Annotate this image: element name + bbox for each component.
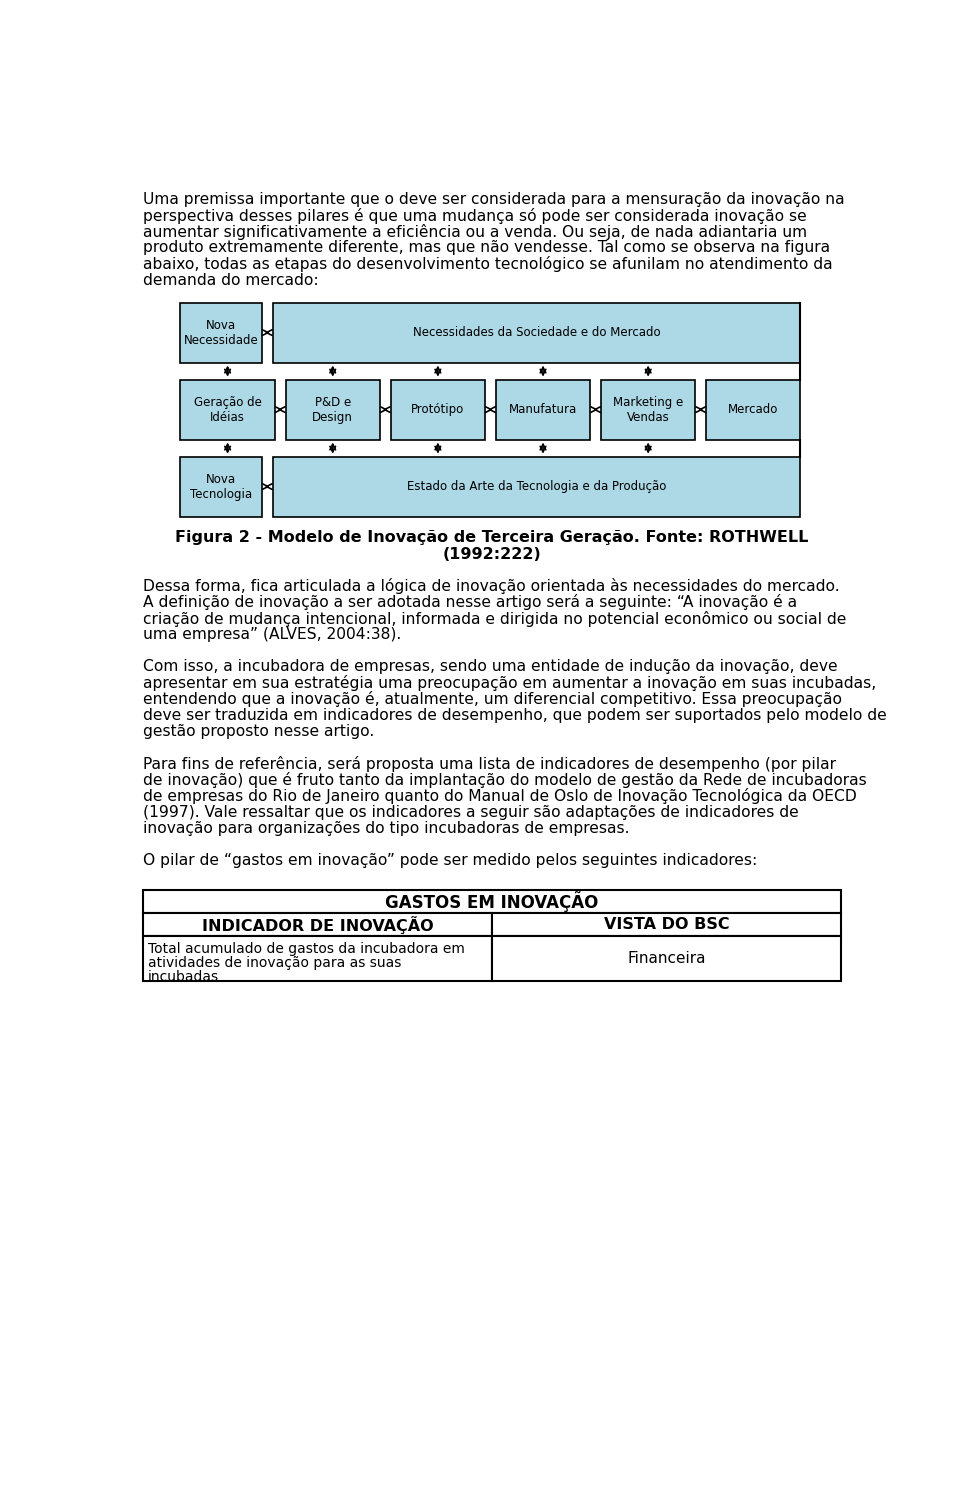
Text: produto extremamente diferente, mas que não vendesse. Tal como se observa na fig: produto extremamente diferente, mas que … bbox=[143, 240, 830, 255]
Text: incubadas: incubadas bbox=[148, 970, 219, 985]
Text: Figura 2 - Modelo de Inovação de Terceira Geração. Fonte: ROTHWELL: Figura 2 - Modelo de Inovação de Terceir… bbox=[176, 530, 808, 545]
Text: entendendo que a inovação é, atualmente, um diferencial competitivo. Essa preocu: entendendo que a inovação é, atualmente,… bbox=[143, 692, 842, 707]
Text: P&D e
Design: P&D e Design bbox=[312, 396, 353, 423]
FancyBboxPatch shape bbox=[492, 913, 841, 937]
Text: (1997). Vale ressaltar que os indicadores a seguir são adaptações de indicadores: (1997). Vale ressaltar que os indicadore… bbox=[143, 805, 799, 820]
Text: Protótipo: Protótipo bbox=[411, 404, 465, 416]
FancyBboxPatch shape bbox=[707, 380, 801, 440]
Text: deve ser traduzida em indicadores de desempenho, que podem ser suportados pelo m: deve ser traduzida em indicadores de des… bbox=[143, 707, 887, 722]
Text: INDICADOR DE INOVAÇÃO: INDICADOR DE INOVAÇÃO bbox=[202, 916, 433, 934]
FancyBboxPatch shape bbox=[143, 913, 492, 937]
FancyBboxPatch shape bbox=[143, 890, 841, 913]
Text: Financeira: Financeira bbox=[627, 952, 706, 967]
Text: Com isso, a incubadora de empresas, sendo uma entidade de indução da inovação, d: Com isso, a incubadora de empresas, send… bbox=[143, 659, 838, 674]
Text: O pilar de “gastos em inovação” pode ser medido pelos seguintes indicadores:: O pilar de “gastos em inovação” pode ser… bbox=[143, 853, 757, 868]
Text: apresentar em sua estratégia uma preocupação em aumentar a inovação em suas incu: apresentar em sua estratégia uma preocup… bbox=[143, 675, 876, 692]
FancyBboxPatch shape bbox=[273, 456, 801, 516]
Text: abaixo, todas as etapas do desenvolvimento tecnológico se afunilam no atendiment: abaixo, todas as etapas do desenvolvimen… bbox=[143, 257, 833, 272]
FancyBboxPatch shape bbox=[180, 303, 262, 363]
Text: aumentar significativamente a eficiência ou a venda. Ou seja, de nada adiantaria: aumentar significativamente a eficiência… bbox=[143, 224, 807, 240]
Text: inovação para organizações do tipo incubadoras de empresas.: inovação para organizações do tipo incub… bbox=[143, 821, 630, 836]
Text: de empresas do Rio de Janeiro quanto do Manual de Oslo de Inovação Tecnológica d: de empresas do Rio de Janeiro quanto do … bbox=[143, 788, 857, 805]
FancyBboxPatch shape bbox=[496, 380, 590, 440]
Text: A definição de inovação a ser adotada nesse artigo será a seguinte: “A inovação : A definição de inovação a ser adotada ne… bbox=[143, 594, 798, 611]
Text: Uma premissa importante que o deve ser considerada para a mensuração da inovação: Uma premissa importante que o deve ser c… bbox=[143, 192, 845, 207]
Text: Mercado: Mercado bbox=[728, 404, 779, 416]
FancyBboxPatch shape bbox=[285, 380, 380, 440]
Text: Total acumulado de gastos da incubadora em: Total acumulado de gastos da incubadora … bbox=[148, 943, 465, 956]
Text: Dessa forma, fica articulada a lógica de inovação orientada às necessidades do m: Dessa forma, fica articulada a lógica de… bbox=[143, 578, 840, 594]
Text: uma empresa” (ALVES, 2004:38).: uma empresa” (ALVES, 2004:38). bbox=[143, 627, 401, 642]
Text: atividades de inovação para as suas: atividades de inovação para as suas bbox=[148, 956, 401, 970]
FancyBboxPatch shape bbox=[601, 380, 695, 440]
Text: de inovação) que é fruto tanto da implantação do modelo de gestão da Rede de inc: de inovação) que é fruto tanto da implan… bbox=[143, 772, 867, 788]
Text: (1992:222): (1992:222) bbox=[443, 548, 541, 563]
FancyBboxPatch shape bbox=[180, 456, 262, 516]
Text: Para fins de referência, será proposta uma lista de indicadores de desempenho (p: Para fins de referência, será proposta u… bbox=[143, 757, 836, 772]
FancyBboxPatch shape bbox=[273, 303, 801, 363]
Text: demanda do mercado:: demanda do mercado: bbox=[143, 273, 319, 288]
Text: Marketing e
Vendas: Marketing e Vendas bbox=[613, 396, 684, 423]
Text: perspectiva desses pilares é que uma mudança só pode ser considerada inovação se: perspectiva desses pilares é que uma mud… bbox=[143, 207, 807, 224]
Text: Geração de
Idéias: Geração de Idéias bbox=[194, 396, 261, 423]
Text: Manufatura: Manufatura bbox=[509, 404, 577, 416]
Text: Estado da Arte da Tecnologia e da Produção: Estado da Arte da Tecnologia e da Produç… bbox=[407, 480, 666, 494]
FancyBboxPatch shape bbox=[180, 380, 275, 440]
FancyBboxPatch shape bbox=[391, 380, 485, 440]
Text: criação de mudança intencional, informada e dirigida no potencial econômico ou s: criação de mudança intencional, informad… bbox=[143, 611, 847, 626]
Text: Nova
Necessidade: Nova Necessidade bbox=[183, 318, 258, 347]
Text: VISTA DO BSC: VISTA DO BSC bbox=[604, 917, 730, 932]
FancyBboxPatch shape bbox=[143, 937, 492, 982]
Text: Nova
Tecnologia: Nova Tecnologia bbox=[190, 473, 252, 500]
Text: Necessidades da Sociedade e do Mercado: Necessidades da Sociedade e do Mercado bbox=[413, 326, 660, 339]
Text: gestão proposto nesse artigo.: gestão proposto nesse artigo. bbox=[143, 723, 374, 738]
Text: GASTOS EM INOVAÇÃO: GASTOS EM INOVAÇÃO bbox=[385, 892, 599, 913]
FancyBboxPatch shape bbox=[492, 937, 841, 982]
